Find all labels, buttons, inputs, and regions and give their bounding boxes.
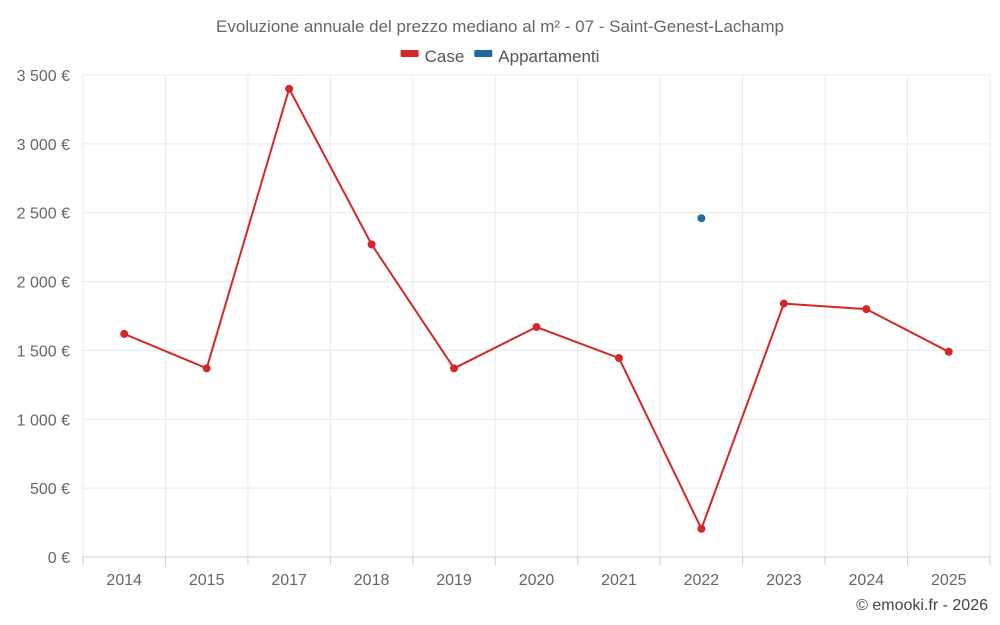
legend-swatch [474,50,493,57]
y-tick-label: 1 000 € [17,412,70,429]
data-point-case[interactable] [697,524,706,533]
y-tick-label: 2 000 € [17,275,70,292]
x-tick-label: 2020 [519,572,555,589]
y-tick-label: 1 500 € [17,343,70,360]
data-point-case[interactable] [779,299,788,308]
x-tick-label: 2021 [601,572,637,589]
x-tick-label: 2019 [436,572,472,589]
data-point-case[interactable] [944,347,953,356]
legend-label: Case [425,47,465,66]
credit-text: © emooki.fr - 2026 [856,597,988,614]
x-tick-label: 2018 [354,572,390,589]
x-tick-label: 2024 [849,572,885,589]
y-tick-label: 2 500 € [17,206,70,223]
data-point-case[interactable] [120,329,129,338]
data-point-appartamenti[interactable] [697,214,706,223]
data-point-case[interactable] [532,323,541,332]
data-point-case[interactable] [450,364,459,373]
legend-swatch [400,50,419,57]
y-tick-label: 500 € [30,481,70,498]
y-tick-label: 0 € [48,550,70,567]
x-tick-label: 2014 [106,572,142,589]
data-point-case[interactable] [202,364,211,373]
data-point-case[interactable] [862,305,871,314]
y-tick-label: 3 500 € [17,68,70,85]
data-point-case[interactable] [614,354,623,363]
y-tick-label: 3 000 € [17,137,70,154]
legend-item-case[interactable]: Case [400,47,465,66]
axes: 0 € 500 € 1 000 € 1 500 € 2 000 € 2 500 € 3 00… [17,68,991,589]
legend-label: Appartamenti [498,47,599,66]
x-tick-label: 2023 [766,572,802,589]
grid-lines [82,74,991,557]
x-tick-label: 2015 [189,572,225,589]
legend-item-appartamenti[interactable]: Appartamenti [474,47,599,66]
x-tick-label: 2025 [931,572,967,589]
x-tick-label: 2017 [271,572,307,589]
chart-title: Evoluzione annuale del prezzo mediano al… [216,17,784,36]
legend: Case Appartamenti [400,47,599,66]
data-point-case[interactable] [285,84,294,93]
series-layer [120,84,953,533]
data-point-case[interactable] [367,240,376,249]
x-tick-label: 2022 [684,572,720,589]
